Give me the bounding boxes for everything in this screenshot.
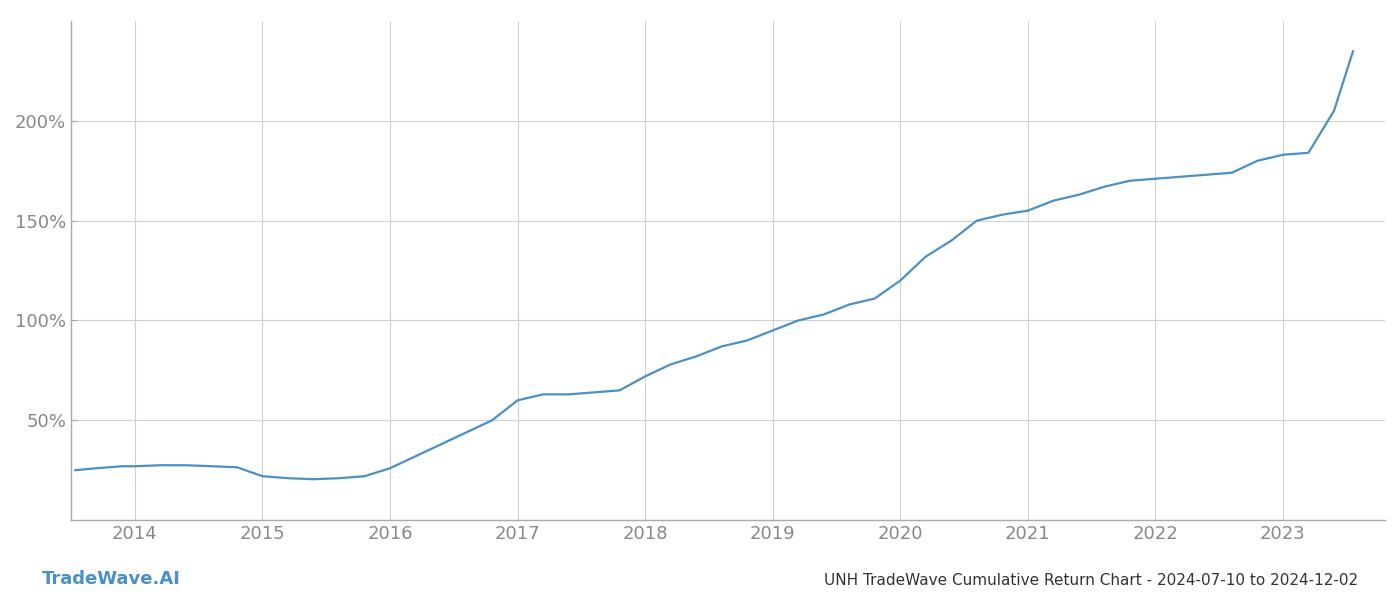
Text: UNH TradeWave Cumulative Return Chart - 2024-07-10 to 2024-12-02: UNH TradeWave Cumulative Return Chart - … xyxy=(823,573,1358,588)
Text: TradeWave.AI: TradeWave.AI xyxy=(42,570,181,588)
